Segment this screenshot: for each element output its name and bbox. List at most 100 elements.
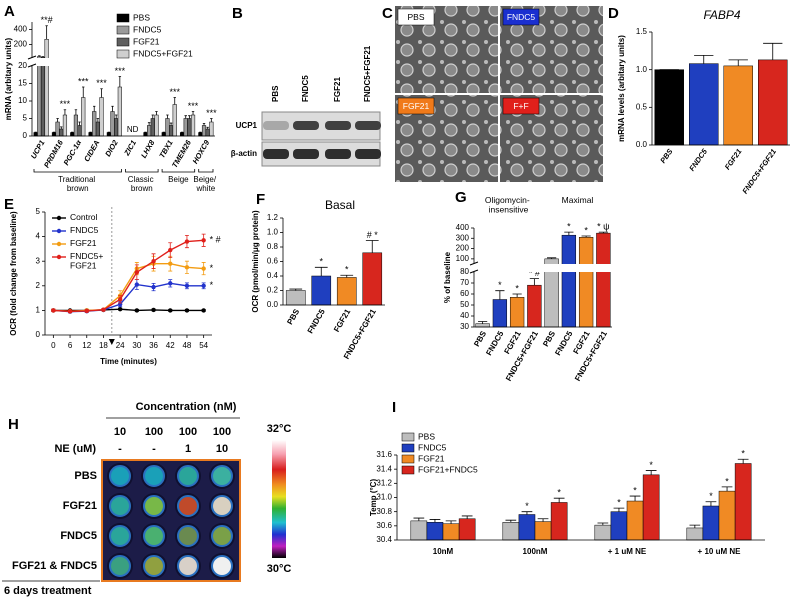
y-tick-label: 40 <box>460 311 469 320</box>
y-tick-label: 1 <box>36 306 41 315</box>
point <box>201 284 205 288</box>
error-bar <box>60 127 62 129</box>
x-tick-label: PGC-1α <box>62 138 84 167</box>
error-bar <box>366 240 379 252</box>
error-bar <box>203 123 205 125</box>
bar <box>337 277 356 305</box>
x-tick-label: ZIC1 <box>122 138 138 157</box>
legend-swatch <box>402 444 414 452</box>
bar <box>144 133 148 137</box>
bar <box>443 524 459 540</box>
error-bar <box>722 487 733 491</box>
x-tick-label: 36 <box>149 341 158 350</box>
significance: *** <box>169 87 180 97</box>
blot-band <box>293 121 319 130</box>
x-tick-label: 100nM <box>523 547 548 556</box>
series-line <box>53 283 203 311</box>
panel-label: D <box>608 5 619 22</box>
significance: * <box>584 225 588 235</box>
y-tick-label: 20 <box>18 61 27 70</box>
bar <box>37 57 41 137</box>
lane-label: FNDC5 <box>301 75 310 102</box>
legend-label: FNDC5 <box>70 225 99 235</box>
row-label: β-actin <box>231 149 257 158</box>
group-label: Oligomycin- insensitive <box>485 195 532 214</box>
error-bar <box>513 294 522 297</box>
error-bar <box>706 502 717 506</box>
bar <box>155 115 159 136</box>
y-tick-label: 31.4 <box>376 464 392 473</box>
bar <box>703 506 719 540</box>
error-bar <box>185 116 187 119</box>
group-label: Maximal <box>562 195 594 205</box>
error-bar <box>522 512 533 515</box>
significance: # * <box>367 230 379 240</box>
bar <box>286 291 305 306</box>
significance: *** <box>206 108 217 118</box>
ne-value: - <box>152 443 156 455</box>
bar <box>114 119 118 137</box>
end-label: * <box>210 280 214 290</box>
x-tick-label: FGF21 <box>332 307 353 334</box>
bar <box>118 87 122 136</box>
y-tick-label: 30.8 <box>376 507 392 516</box>
legend-label: FNDC5+ FGF21 <box>70 251 106 270</box>
lane-label: PBS <box>271 85 280 102</box>
point <box>101 307 105 311</box>
well <box>212 496 232 516</box>
error-bar <box>206 127 208 129</box>
legend-swatch <box>402 433 414 441</box>
y-tick-label: 200 <box>456 244 470 253</box>
well <box>144 466 164 486</box>
ne-value: - <box>118 443 122 455</box>
bar <box>595 525 611 540</box>
error-bar <box>115 115 117 119</box>
panel-label: G <box>455 189 467 206</box>
bar <box>78 126 82 137</box>
well <box>212 556 232 576</box>
x-tick-label: FNDC5+FGF21 <box>740 147 778 195</box>
y-tick-label: 5 <box>36 207 41 216</box>
error-bar <box>597 523 608 525</box>
y-tick-label: 15 <box>18 79 27 88</box>
y-axis-label: OCR (fold change from baseline) <box>9 211 18 336</box>
y-tick-label: 31.2 <box>376 478 392 487</box>
row-label: FGF21 <box>63 500 97 512</box>
bar <box>210 122 214 136</box>
y-tick-label: 0.0 <box>636 140 648 149</box>
x-tick-label: UCP1 <box>29 138 47 160</box>
blot-band <box>355 149 381 159</box>
bar <box>111 112 115 137</box>
error-bar <box>93 106 95 111</box>
bar <box>151 119 155 137</box>
error-bar <box>646 471 657 475</box>
row-label: FNDC5 <box>60 530 97 542</box>
legend-swatch <box>117 14 129 22</box>
error-bar <box>413 518 424 521</box>
point <box>201 266 205 270</box>
error-bar <box>100 89 102 98</box>
significance: * <box>617 498 621 508</box>
well <box>178 496 198 516</box>
error-bar <box>119 77 121 88</box>
axis-break <box>470 264 612 272</box>
legend-label: PBS <box>418 431 435 441</box>
point <box>135 308 139 312</box>
bar <box>459 519 475 540</box>
well <box>178 556 198 576</box>
x-tick-label: 6 <box>68 341 73 350</box>
bar <box>188 119 192 137</box>
concentration: 100 <box>145 426 163 438</box>
y-tick-label: 30 <box>460 322 469 331</box>
bar <box>627 501 643 540</box>
error-bar <box>738 459 749 463</box>
panel-label: B <box>232 5 243 22</box>
significance: **# <box>41 15 53 25</box>
x-tick-label: DIO2 <box>103 138 120 158</box>
legend-marker <box>57 229 61 233</box>
x-tick-label: 10nM <box>433 547 454 556</box>
bar <box>719 491 735 540</box>
bar <box>206 129 210 136</box>
point <box>201 308 205 312</box>
